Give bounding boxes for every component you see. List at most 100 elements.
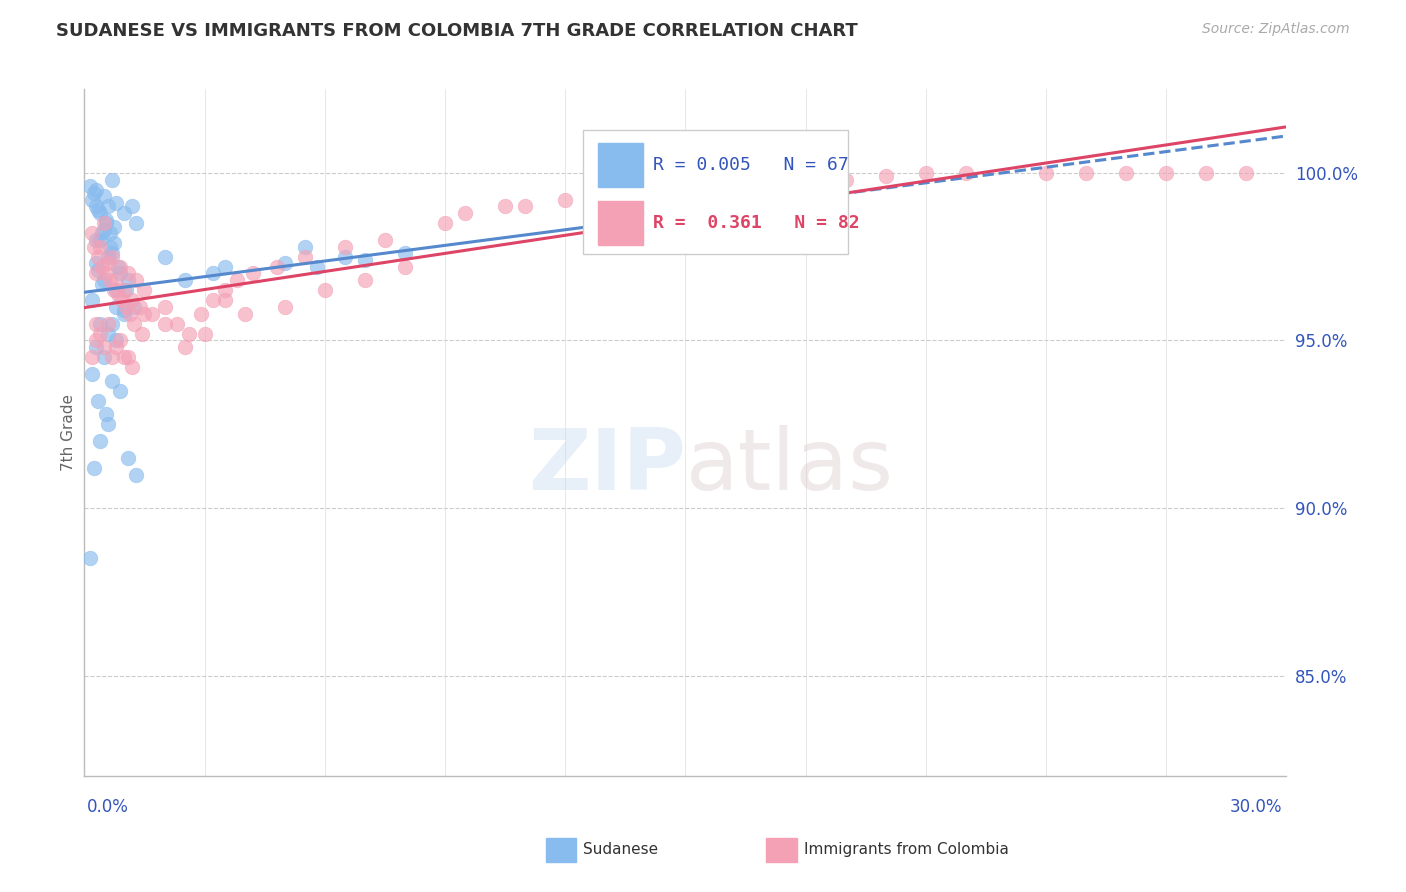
Point xyxy=(121,199,143,213)
Point xyxy=(134,283,156,297)
Point xyxy=(354,253,377,268)
Point xyxy=(114,350,135,364)
Point xyxy=(100,240,122,254)
Point xyxy=(87,393,110,408)
Point xyxy=(110,384,132,398)
Text: ZIP: ZIP xyxy=(527,425,686,508)
Point xyxy=(131,326,153,341)
Point xyxy=(101,374,124,388)
Point xyxy=(93,189,115,203)
Point xyxy=(374,233,396,247)
Point xyxy=(115,300,138,314)
Text: 30.0%: 30.0% xyxy=(1230,798,1282,816)
Point xyxy=(105,334,128,348)
Point xyxy=(93,340,115,354)
Point xyxy=(86,317,108,331)
Point xyxy=(166,317,188,331)
Point xyxy=(89,240,111,254)
Point xyxy=(1076,166,1098,180)
Point xyxy=(101,246,124,260)
Point xyxy=(83,460,105,475)
Text: R = 0.005   N = 67: R = 0.005 N = 67 xyxy=(652,156,849,174)
Point xyxy=(111,293,134,308)
Point xyxy=(294,250,316,264)
Point xyxy=(93,216,115,230)
FancyBboxPatch shape xyxy=(598,143,644,187)
Point xyxy=(515,199,537,213)
Point xyxy=(775,176,797,190)
Point xyxy=(305,260,328,274)
Point xyxy=(675,183,697,197)
Point xyxy=(117,273,139,287)
Point xyxy=(91,260,114,274)
Point xyxy=(1115,166,1137,180)
Point xyxy=(214,293,236,308)
Point xyxy=(117,350,139,364)
Point xyxy=(86,334,108,348)
Point xyxy=(120,307,142,321)
Point xyxy=(117,267,139,281)
Text: SUDANESE VS IMMIGRANTS FROM COLOMBIA 7TH GRADE CORRELATION CHART: SUDANESE VS IMMIGRANTS FROM COLOMBIA 7TH… xyxy=(56,22,858,40)
Point xyxy=(91,277,114,291)
Point xyxy=(89,326,111,341)
Point xyxy=(1035,166,1057,180)
Point xyxy=(105,273,128,287)
Point xyxy=(114,283,135,297)
Point xyxy=(89,206,111,220)
Point xyxy=(354,273,377,287)
Point xyxy=(79,179,101,194)
Point xyxy=(103,236,125,251)
Point xyxy=(82,293,104,308)
Point xyxy=(86,256,108,270)
Point xyxy=(93,350,115,364)
Point xyxy=(194,326,217,341)
Point xyxy=(87,202,110,217)
Point xyxy=(173,273,195,287)
Point xyxy=(117,450,139,465)
Point xyxy=(107,260,129,274)
Point xyxy=(105,300,128,314)
Point xyxy=(1236,166,1258,180)
Point xyxy=(83,240,105,254)
Point xyxy=(915,166,938,180)
Point xyxy=(214,260,236,274)
Point xyxy=(595,189,617,203)
Point xyxy=(105,340,128,354)
Point xyxy=(125,467,148,482)
Point xyxy=(177,326,200,341)
Point xyxy=(153,300,176,314)
Point xyxy=(201,293,224,308)
Point xyxy=(101,317,124,331)
Point xyxy=(233,307,256,321)
Point xyxy=(125,273,148,287)
Point xyxy=(97,317,120,331)
Point xyxy=(82,367,104,381)
Point xyxy=(214,283,236,297)
Text: atlas: atlas xyxy=(686,425,893,508)
Point xyxy=(82,227,104,241)
Point xyxy=(124,300,146,314)
Text: Source: ZipAtlas.com: Source: ZipAtlas.com xyxy=(1202,22,1350,37)
Point xyxy=(89,317,111,331)
Point xyxy=(121,293,143,308)
Point xyxy=(314,283,336,297)
Point xyxy=(86,183,108,197)
Point xyxy=(96,407,118,421)
Point xyxy=(79,551,101,566)
Point xyxy=(153,250,176,264)
Point xyxy=(87,250,110,264)
Point xyxy=(107,286,129,301)
Point xyxy=(121,360,143,375)
Point xyxy=(97,417,120,432)
Point xyxy=(114,206,135,220)
Point xyxy=(101,350,124,364)
Point xyxy=(101,250,124,264)
FancyBboxPatch shape xyxy=(583,130,848,254)
Point xyxy=(93,223,115,237)
Point xyxy=(141,307,163,321)
Y-axis label: 7th Grade: 7th Grade xyxy=(60,394,76,471)
Point xyxy=(91,227,114,241)
Point xyxy=(97,326,120,341)
Point xyxy=(82,350,104,364)
Point xyxy=(190,307,212,321)
